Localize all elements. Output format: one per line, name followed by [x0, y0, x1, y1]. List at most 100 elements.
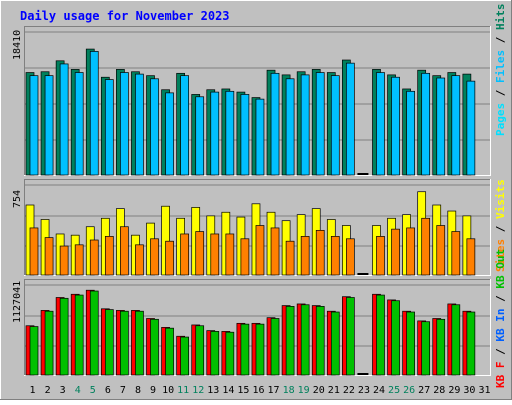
kb-in-bar: [346, 297, 355, 376]
kb-in-bar: [150, 318, 159, 376]
kb-in-bar: [89, 290, 99, 376]
zero-bar: [357, 273, 369, 275]
files-bar: [376, 72, 385, 176]
day-label: 20: [313, 385, 325, 396]
kb-in-bar: [451, 304, 461, 376]
sites-bar: [330, 236, 340, 276]
day-label: 12: [192, 385, 204, 396]
day-label: 2: [45, 385, 51, 396]
sites-bar: [451, 231, 461, 276]
day-label: 7: [120, 385, 126, 396]
zero-bar: [357, 373, 369, 375]
kb-in-bar: [255, 323, 265, 376]
day-label: 31: [478, 385, 490, 396]
kb-in-bar: [300, 304, 310, 376]
chart-title: Daily usage for November 2023: [20, 9, 230, 23]
sites-bar: [225, 233, 235, 276]
sites-bar: [89, 239, 99, 276]
files-bar: [210, 91, 220, 176]
sites-bar: [195, 231, 205, 276]
day-label: 24: [373, 385, 385, 396]
sites-bar: [180, 233, 189, 276]
files-bar: [285, 78, 295, 176]
files-bar: [451, 75, 461, 176]
files-bar: [135, 73, 144, 176]
legend-item: Sites: [494, 239, 507, 272]
legend-text: Pages / Files / Hits: [494, 4, 507, 137]
sites-bar: [210, 233, 220, 276]
legend-item: Visits: [494, 179, 507, 219]
files-bar: [165, 92, 174, 176]
day-label: 5: [90, 385, 96, 396]
day-label: 28: [433, 385, 445, 396]
kb-in-bar: [315, 306, 325, 376]
legend-item: KB In: [494, 309, 507, 342]
day-label: 22: [343, 385, 355, 396]
legend-middle: Sites / Visits: [494, 179, 507, 272]
files-bar: [315, 72, 325, 176]
files-bar: [150, 78, 159, 176]
day-label: 19: [298, 385, 310, 396]
day-label: 18: [283, 385, 295, 396]
sites-bar: [44, 237, 54, 276]
sites-bar: [421, 217, 431, 276]
day-label: 6: [105, 385, 111, 396]
y-max-label-middle: 754: [12, 190, 23, 208]
kb-in-bar: [421, 321, 431, 376]
kb-in-bar: [120, 310, 129, 376]
kb-in-bar: [29, 326, 39, 376]
sites-bar: [466, 238, 476, 276]
kb-in-bar: [180, 336, 189, 376]
files-bar: [346, 62, 355, 176]
sites-bar: [376, 236, 385, 276]
day-axis-labels: 1 2 3 4 5 6 7 8 9 10 11 12 13 14 15 16 17 18 19 20 21 22 23 24 2…: [30, 385, 491, 396]
kb-in-bar: [391, 300, 400, 376]
day-label: 30: [463, 385, 475, 396]
files-bar: [406, 90, 415, 176]
sites-bar: [104, 236, 114, 276]
files-bar: [270, 72, 280, 176]
sites-bar: [270, 227, 280, 276]
kb-in-bar: [330, 311, 340, 376]
sites-bar: [29, 227, 39, 276]
legend-text: Sites / Visits: [494, 179, 507, 272]
sites-bar: [346, 238, 355, 276]
day-label: 4: [75, 385, 81, 396]
day-label: 3: [60, 385, 66, 396]
kb-in-bar: [210, 331, 220, 376]
kb-in-bar: [436, 318, 446, 376]
legend-item: KB F: [494, 362, 507, 389]
day-label: 9: [150, 385, 156, 396]
sites-bar: [74, 244, 84, 276]
legend-item: Files: [494, 50, 507, 83]
files-bar: [300, 74, 310, 176]
day-label: 11: [177, 385, 189, 396]
legend-bottom: KB F / KB In / KB Out: [494, 249, 507, 388]
panel-top-hits-files: [24, 26, 491, 176]
files-bar: [104, 79, 114, 176]
kb-in-bar: [376, 294, 385, 376]
files-bar: [466, 80, 476, 176]
y-max-label-bottom: 1127041: [12, 281, 23, 323]
day-label: 29: [448, 385, 460, 396]
sites-bar: [59, 245, 69, 276]
files-bar: [59, 63, 69, 176]
files-bar: [240, 94, 250, 176]
files-bar: [180, 75, 189, 176]
day-label: 14: [222, 385, 234, 396]
zero-bar: [357, 173, 369, 175]
day-label: 23: [358, 385, 370, 396]
sites-bar: [120, 226, 129, 276]
kb-in-bar: [285, 306, 295, 376]
day-label: 17: [268, 385, 280, 396]
day-label: 16: [252, 385, 264, 396]
sites-bar: [406, 227, 415, 276]
legend-text: KB F / KB In / KB Out: [494, 249, 507, 388]
day-label: 25: [388, 385, 400, 396]
files-bar: [29, 75, 39, 176]
kb-in-bar: [466, 311, 476, 376]
legend-item: Hits: [494, 4, 507, 31]
day-label: 1: [30, 385, 36, 396]
